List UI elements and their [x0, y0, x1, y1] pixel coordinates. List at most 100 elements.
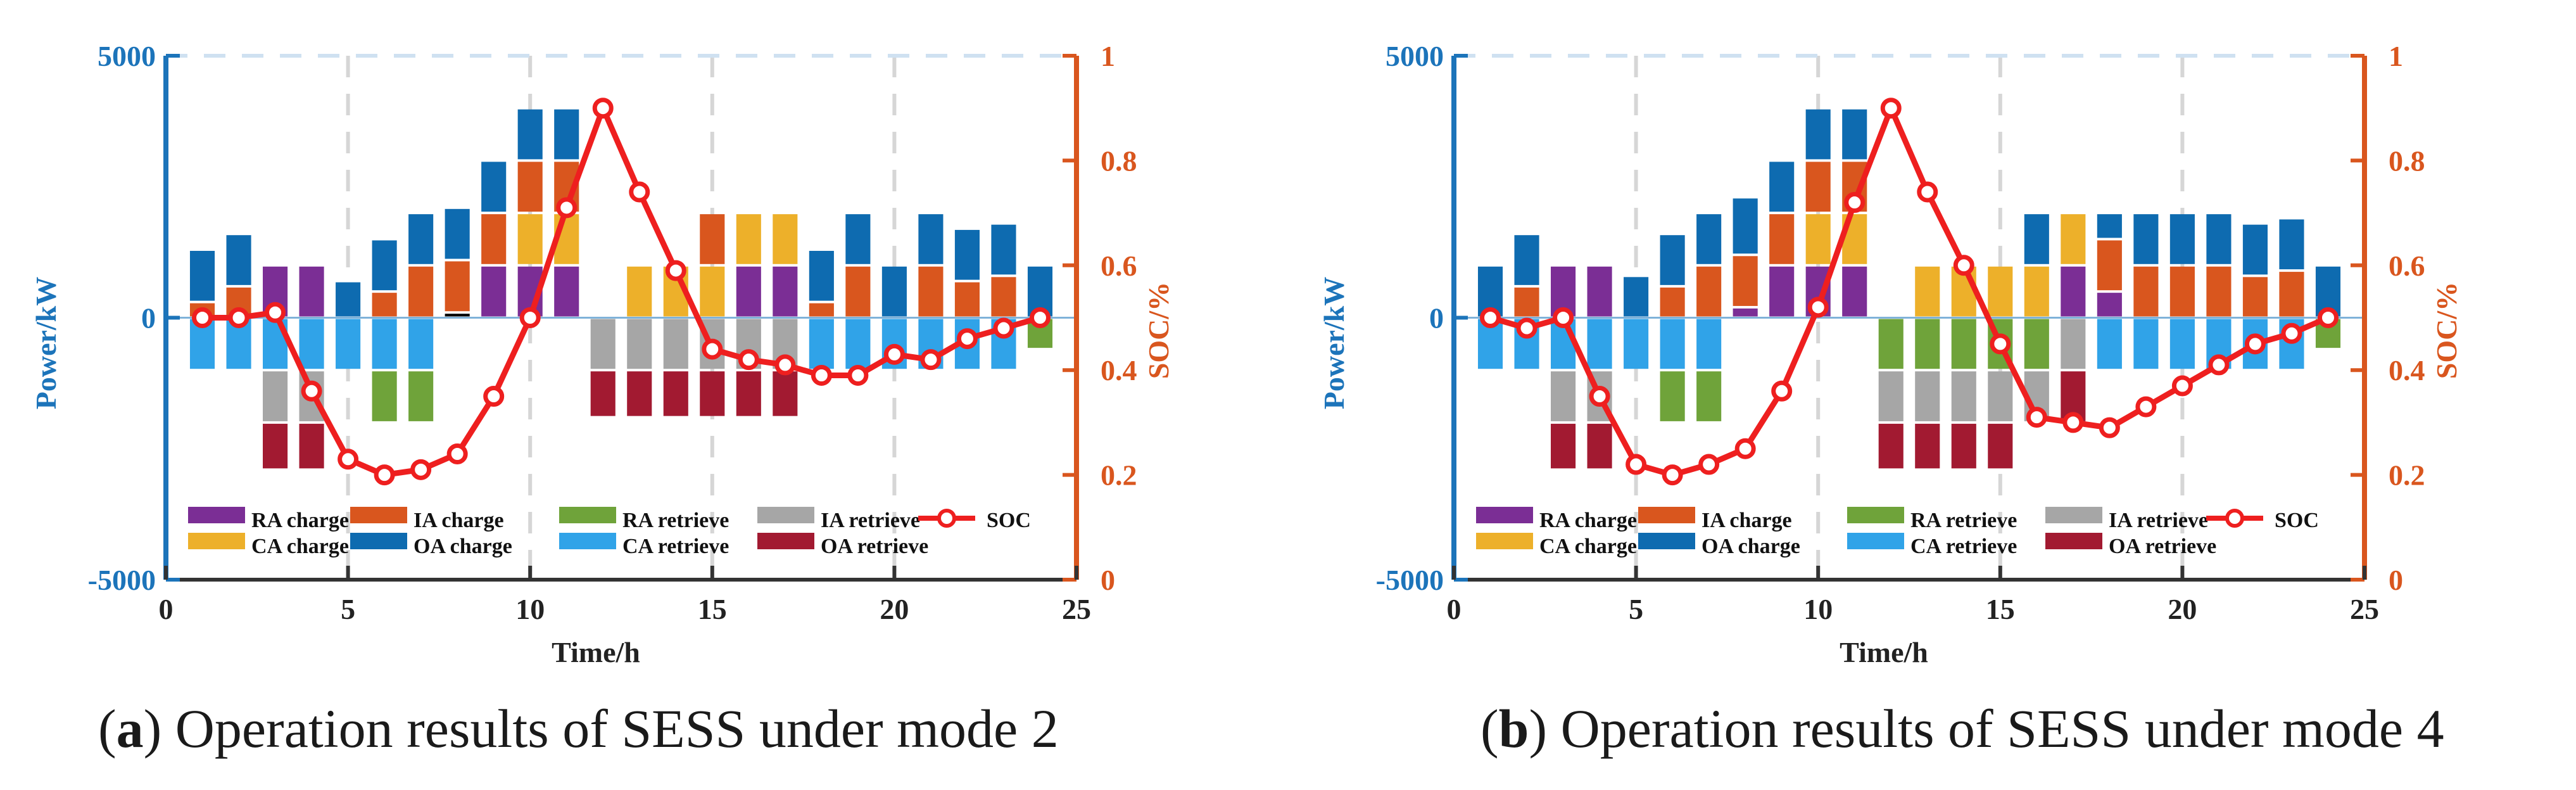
bar-ev-charge: [445, 314, 470, 317]
bar-ca-retrieve: [408, 319, 434, 369]
soc-point: [1880, 98, 1902, 119]
y-tick-label: 5000: [98, 40, 156, 72]
bar-ia-retrieve: [263, 371, 288, 421]
bar-ca-charge: [773, 214, 798, 264]
legend-swatch-ia-charge: [1638, 507, 1695, 523]
bar-ra-charge: [1842, 266, 1867, 317]
soc-point: [956, 328, 978, 350]
bar-ra-charge: [1587, 266, 1612, 317]
bar-ca-charge: [517, 214, 543, 264]
bar-oa-retrieve: [590, 371, 616, 416]
bar-oa-charge: [481, 162, 507, 212]
bar-ca-retrieve: [2133, 319, 2159, 369]
legend-marker-soc: [2225, 509, 2244, 528]
bar-oa-charge: [2279, 219, 2304, 270]
soc-point: [338, 449, 359, 470]
x-axis-label: Time/h: [552, 636, 640, 668]
legend-label-soc: SOC: [987, 509, 1031, 532]
bar-oa-charge: [809, 250, 834, 301]
soc-point: [629, 181, 650, 203]
caption-b: (b) Operation results of SESS under mode…: [1481, 698, 2444, 759]
soc-point: [2281, 322, 2302, 344]
soc-point: [2208, 354, 2230, 376]
soc-point: [1662, 464, 1683, 486]
bar-ia-charge: [481, 214, 507, 264]
bar-ca-retrieve: [845, 319, 871, 369]
legend-label-ia-retrieve: IA retrieve: [2109, 509, 2208, 532]
legend-label-ia-retrieve: IA retrieve: [821, 509, 920, 532]
soc-point: [811, 364, 832, 386]
bar-ia-charge: [1805, 162, 1831, 212]
bar-ia-charge: [1769, 214, 1795, 264]
legend-swatch-ia-retrieve: [2045, 507, 2102, 523]
bar-oa-charge: [991, 224, 1016, 275]
bar-ia-charge: [2169, 266, 2195, 317]
soc-point: [1844, 192, 1866, 213]
bar-oa-charge: [918, 214, 944, 264]
y-tick-label: -5000: [88, 564, 156, 596]
y2-tick-label: 0.8: [2389, 144, 2425, 177]
caption-a-text: Operation results of SESS under mode 2: [175, 698, 1059, 759]
legend-swatch-oa-retrieve: [2045, 533, 2102, 549]
bar-oa-charge: [554, 109, 579, 160]
bar-ia-charge: [954, 282, 980, 317]
y2-tick-label: 0.6: [2389, 250, 2425, 282]
bar-oa-charge: [2097, 214, 2122, 238]
soc-point: [1626, 454, 1647, 475]
bar-oa-retrieve: [263, 423, 288, 469]
bar-ia-charge: [845, 266, 871, 317]
legend-label-ra-retrieve: RA retrieve: [1910, 509, 2017, 532]
legend-label-ra-retrieve: RA retrieve: [622, 509, 729, 532]
soc-point: [847, 364, 869, 386]
bar-ra-charge: [1769, 266, 1795, 317]
y2-tick-label: 0.4: [2389, 354, 2425, 386]
x-tick-label: 15: [1986, 593, 2015, 625]
bar-ra-retrieve: [408, 371, 434, 421]
bar-ia-retrieve: [627, 319, 652, 369]
x-tick-label: 15: [698, 593, 727, 625]
legend-label-ra-charge: RA charge: [251, 509, 349, 532]
bar-oa-charge: [1660, 235, 1685, 285]
bar-ra-retrieve: [2024, 319, 2049, 369]
soc-point: [519, 307, 541, 328]
bar-ca-retrieve: [336, 319, 361, 369]
bar-ra-charge: [2097, 293, 2122, 317]
bar-ia-retrieve: [1915, 371, 1940, 421]
legend-label-ca-retrieve: CA retrieve: [622, 535, 729, 558]
caption-a-label: a: [116, 698, 144, 759]
bar-ra-charge: [2061, 266, 2086, 317]
bar-ia-charge: [372, 293, 397, 317]
bar-ia-charge: [2206, 266, 2232, 317]
soc-point: [1553, 307, 1574, 328]
soc-point: [2135, 396, 2157, 417]
bar-oa-charge: [2242, 224, 2268, 275]
bar-oa-retrieve: [299, 423, 324, 469]
y2-tick-label: 1: [2389, 40, 2403, 72]
x-tick-label: 0: [159, 593, 174, 625]
bar-oa-charge: [445, 208, 470, 259]
soc-point: [1807, 296, 1829, 318]
soc-point: [702, 338, 723, 360]
soc-point: [556, 197, 578, 219]
bar-ia-charge: [918, 266, 944, 317]
bar-oa-retrieve: [1951, 423, 1976, 469]
bar-oa-retrieve: [700, 371, 725, 416]
soc-point: [2171, 375, 2193, 397]
soc-point: [2317, 307, 2339, 328]
bar-ca-charge: [1915, 266, 1940, 317]
soc-point: [883, 343, 905, 365]
bar-oa-charge: [954, 229, 980, 280]
y2-tick-label: 0.2: [2389, 459, 2425, 492]
bar-oa-charge: [845, 214, 871, 264]
bar-oa-charge: [1514, 235, 1539, 285]
legend-label-ra-charge: RA charge: [1539, 509, 1637, 532]
soc-point: [374, 464, 395, 486]
legend-swatch-ra-retrieve: [1847, 507, 1904, 523]
soc-point: [301, 380, 322, 402]
bar-ia-charge: [2097, 240, 2122, 291]
soc-point: [1771, 380, 1793, 402]
legend-swatch-ca-retrieve: [1847, 533, 1904, 549]
bar-oa-charge: [1805, 109, 1831, 160]
bar-ra-charge: [736, 266, 761, 317]
